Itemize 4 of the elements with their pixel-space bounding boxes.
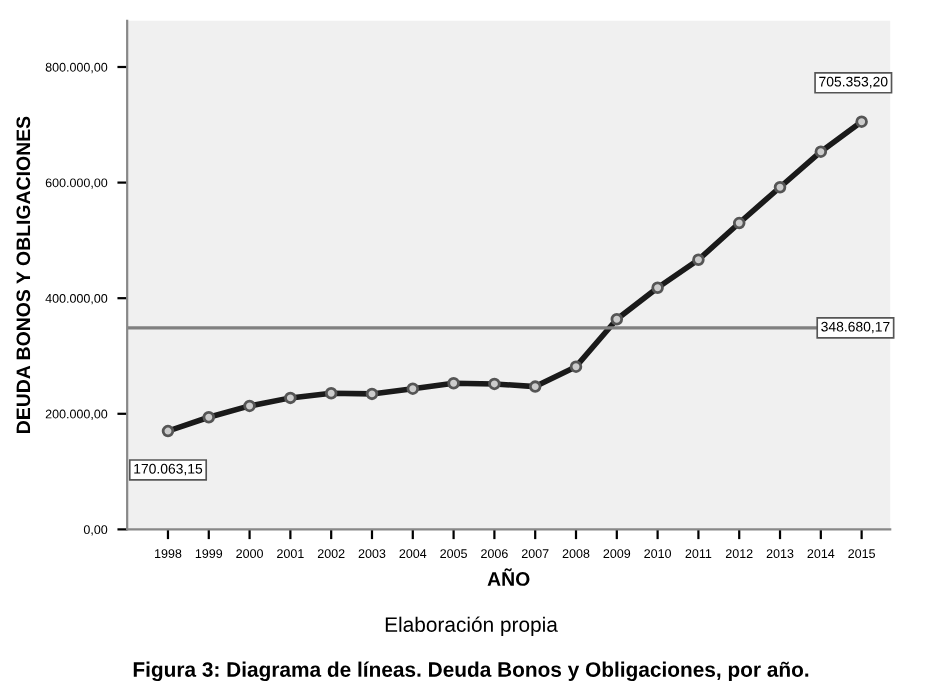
x-axis-title: AÑO bbox=[487, 568, 530, 586]
text: Figura 3: Diagrama de líneas. Deuda Bonos y Obligaciones, por año. bbox=[133, 661, 809, 682]
y-axis-title: DEUDA BONOS Y OBLIGACIONES bbox=[16, 116, 31, 433]
text: Elaboración propia bbox=[385, 616, 558, 637]
